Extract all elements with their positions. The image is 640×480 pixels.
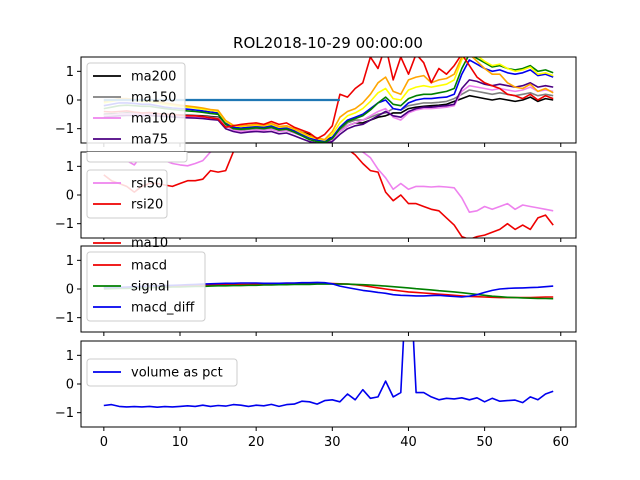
series-line-rsi20 [103,152,554,238]
y-tick-label: 1 [66,65,74,80]
y-tick-label: −1 [55,311,74,326]
legend-label: macd_diff [131,301,195,316]
y-tick-label: 0 [66,94,74,109]
legend-label: rsi50 [131,177,163,192]
panel-2-lines [103,152,554,238]
series-line-volume-as-pct [103,341,554,409]
legend-label: macd [131,259,167,274]
legend-overflow: ma10 [87,236,187,251]
x-tick-label: 10 [172,435,189,450]
legend-overflow-bg [87,240,187,246]
legend-label: signal [131,280,169,295]
legend-label: ma200 [131,70,176,85]
legend: volume as pct [86,358,238,387]
y-tick-label: 1 [66,254,74,269]
x-tick-label: 0 [100,435,108,450]
panel-1: 1 0 −1 ma200 ma150 ma100 ma75 [55,56,577,154]
legend: macd signal macd_diff [86,251,206,322]
y-tick-label: 1 [66,160,74,175]
x-tick-label: 40 [400,435,417,450]
y-tick-label: 1 [66,349,74,364]
legend: rsi50 rsi20 [86,152,188,219]
y-tick-label: −1 [55,122,74,137]
y-tick-label: −1 [55,406,74,421]
y-tick-label: −1 [55,217,74,232]
panel-4-lines [103,341,554,409]
y-tick-label: 0 [66,283,74,298]
series-line-rsi50 [103,152,554,213]
legend-label: ma150 [131,91,176,106]
legend-box-clipped [86,152,188,163]
legend-overflow-label: ma10 [131,236,168,251]
x-tick-label: 60 [552,435,569,450]
x-tick-label: 30 [324,435,341,450]
legend: ma200 ma150 ma100 ma75 [86,62,186,154]
legend-clipped [86,152,188,163]
chart-panels: 10−1ma200ma150ma100ma7510−1rsi50rsi20ma1… [55,56,577,450]
panel-3: 1 0 −1 macd signal macd_diff [55,245,577,336]
x-tick-label: 20 [248,435,265,450]
panel-2: 1 0 −1 rsi50 rsi20 ma10 [55,151,577,251]
chart-title: ROL2018-10-29 00:00:00 [233,34,423,52]
legend-label: ma75 [131,133,168,148]
y-tick-label: 0 [66,189,74,204]
x-tick-label: 50 [476,435,493,450]
legend-box [86,251,206,322]
y-tick-label: 0 [66,378,74,393]
legend-label: volume as pct [131,366,223,381]
legend-box [86,169,168,219]
legend-label: rsi20 [131,198,163,213]
legend-label: ma100 [131,112,176,127]
legend-box [86,358,238,387]
